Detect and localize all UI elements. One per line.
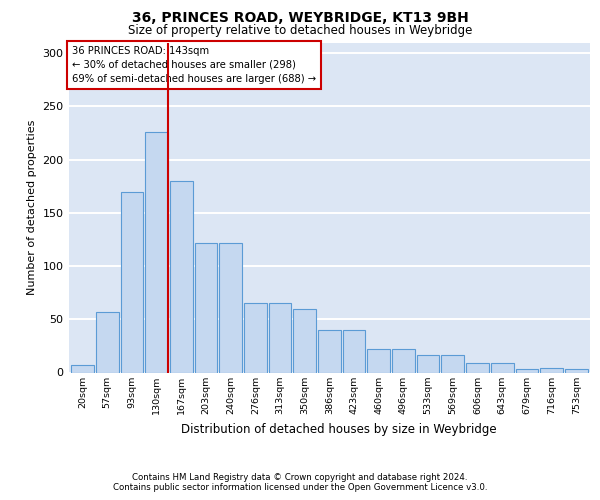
Bar [442,356,464,372]
Bar [466,363,489,372]
Bar [96,312,119,372]
Text: Contains public sector information licensed under the Open Government Licence v3: Contains public sector information licen… [113,482,487,492]
Text: Contains HM Land Registry data © Crown copyright and database right 2024.: Contains HM Land Registry data © Crown c… [132,472,468,482]
Bar [343,330,365,372]
Text: Size of property relative to detached houses in Weybridge: Size of property relative to detached ho… [128,24,472,37]
Bar [565,370,587,372]
Bar [170,181,193,372]
Bar [491,363,514,372]
Bar [220,242,242,372]
Text: 36 PRINCES ROAD: 143sqm
← 30% of detached houses are smaller (298)
69% of semi-d: 36 PRINCES ROAD: 143sqm ← 30% of detache… [71,46,316,84]
Bar [71,365,94,372]
Bar [293,308,316,372]
Bar [417,356,439,372]
Bar [318,330,341,372]
Bar [145,132,168,372]
Bar [194,242,217,372]
Text: Distribution of detached houses by size in Weybridge: Distribution of detached houses by size … [181,422,497,436]
Bar [367,349,390,372]
Bar [121,192,143,372]
Bar [269,304,292,372]
Bar [244,304,267,372]
Text: 36, PRINCES ROAD, WEYBRIDGE, KT13 9BH: 36, PRINCES ROAD, WEYBRIDGE, KT13 9BH [131,11,469,25]
Bar [515,370,538,372]
Bar [540,368,563,372]
Y-axis label: Number of detached properties: Number of detached properties [27,120,37,295]
Bar [392,349,415,372]
